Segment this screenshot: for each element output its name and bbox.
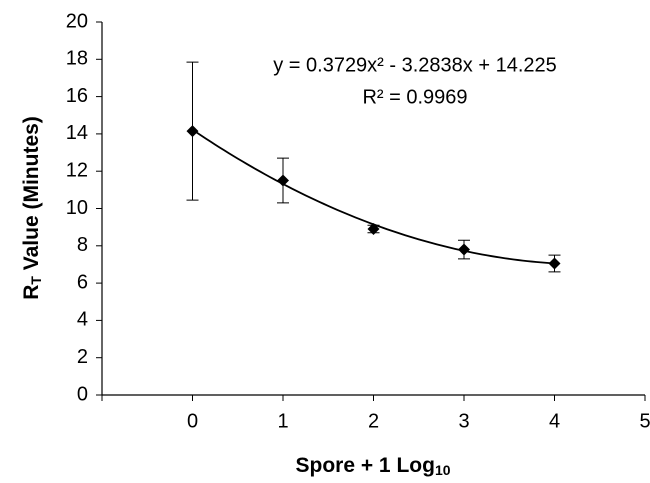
point (186, 125, 199, 138)
x-tick-label: 1 (277, 410, 288, 432)
trend-equation: y = 0.3729x² - 3.2838x + 14.225 (273, 54, 557, 76)
y-tick-label: 8 (77, 234, 88, 256)
x-tick-label: 4 (549, 410, 560, 432)
point (458, 243, 470, 256)
point (277, 174, 289, 187)
y-tick-label: 16 (66, 85, 88, 107)
y-label-rest: Value (Minutes) (20, 116, 43, 276)
y-tick-label: 18 (66, 48, 88, 70)
y-tick-label: 14 (66, 122, 88, 144)
x-tick-label: 5 (639, 410, 650, 432)
y-tick-label: 0 (77, 383, 88, 405)
y-tick-label: 2 (77, 346, 88, 368)
y-tick-label: 20 (66, 10, 88, 32)
y-tick-label: 12 (66, 159, 88, 181)
y-tick-label: 4 (77, 309, 88, 331)
y-tick-label: 6 (77, 271, 88, 293)
x-tick-label: 2 (368, 410, 379, 432)
y-axis-label: RT Value (Minutes) (20, 116, 44, 300)
x-axis-label: Spore + 1 Log10 (295, 454, 450, 478)
y-tick-label: 10 (66, 197, 88, 219)
trend-r2: R² = 0.9969 (362, 86, 467, 108)
y-label-sub: T (28, 276, 44, 285)
point (367, 223, 380, 236)
x-label-main: Spore + 1 Log (295, 454, 434, 477)
point (548, 257, 561, 270)
x-label-sub: 10 (435, 462, 451, 478)
trendline (191, 128, 555, 265)
x-tick-label: 0 (187, 410, 198, 432)
y-label-main: R (20, 285, 43, 300)
x-tick-label: 3 (458, 410, 469, 432)
